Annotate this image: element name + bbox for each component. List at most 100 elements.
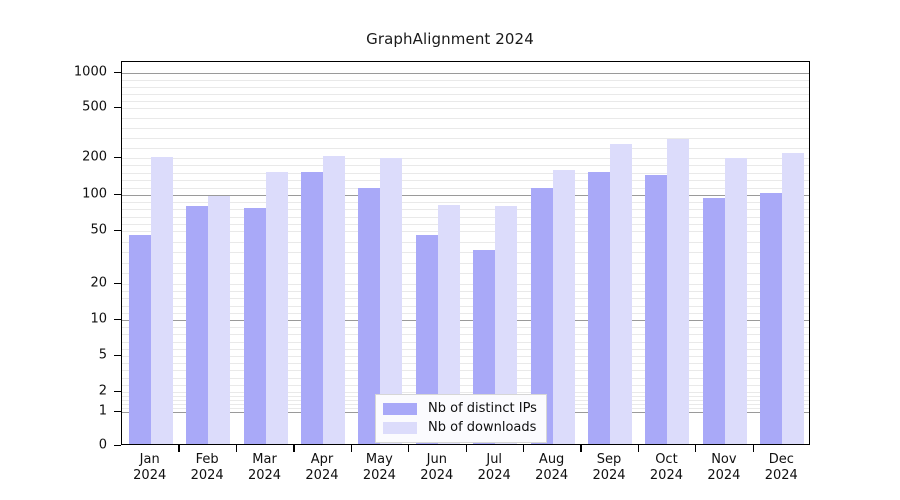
gridline-minor	[122, 334, 809, 336]
y-axis-tick-label: 200	[82, 149, 107, 165]
y-axis-tick-label: 10	[90, 311, 107, 327]
gridline-minor	[122, 180, 809, 182]
bar-downloads	[437, 204, 460, 444]
x-axis-month: Sep	[596, 452, 622, 467]
x-axis-tick-mark	[752, 445, 754, 452]
gridline-minor	[122, 172, 809, 174]
bar-distinct-ips	[760, 193, 783, 444]
gridline-minor	[122, 138, 809, 139]
y-axis-tick-mark	[114, 445, 121, 447]
x-axis-year: 2024	[305, 468, 339, 483]
y-axis-tick-label: 0	[98, 437, 107, 453]
x-axis-tick-mark	[637, 445, 640, 452]
gridline-minor	[122, 273, 809, 275]
bar-distinct-ips	[702, 198, 725, 444]
legend-label: Nb of downloads	[428, 420, 537, 435]
x-axis-year: 2024	[190, 468, 224, 483]
x-axis-year: 2024	[707, 468, 741, 483]
bar-distinct-ips	[530, 187, 553, 444]
chart-legend[interactable]: Nb of distinct IPs Nb of downloads	[375, 394, 547, 443]
x-axis-month: Feb	[195, 452, 219, 467]
x-axis-tick-label: Dec 2024	[765, 452, 798, 484]
x-axis-tick-label: May 2024	[363, 452, 396, 484]
gridline-minor	[122, 377, 809, 379]
bar-downloads	[150, 156, 173, 444]
gridline-minor	[122, 148, 809, 149]
gridline-minor	[122, 165, 809, 167]
x-axis-year: 2024	[649, 468, 683, 483]
gridline-minor	[122, 87, 809, 88]
gridline-major	[122, 392, 809, 393]
gridline-minor	[122, 94, 809, 95]
gridline-major	[122, 231, 809, 232]
legend-item[interactable]: Nb of downloads	[383, 418, 537, 437]
x-axis-year: 2024	[535, 468, 569, 483]
y-axis-tick-mark	[114, 319, 121, 321]
gridline-minor	[122, 80, 809, 81]
bar-downloads	[724, 157, 747, 444]
legend-swatch-icon	[383, 421, 417, 434]
legend-label: Nb of distinct IPs	[428, 401, 537, 416]
x-axis-tick-label: Aug 2024	[535, 452, 568, 484]
gridline-minor	[122, 341, 809, 343]
gridline-minor	[122, 370, 809, 372]
bar-distinct-ips	[358, 187, 381, 444]
y-axis-tick-label: 100	[82, 186, 107, 202]
plot-area	[121, 61, 810, 445]
x-axis-year: 2024	[477, 468, 511, 483]
bar-downloads	[380, 157, 403, 444]
bar-downloads	[782, 152, 805, 444]
gridline-minor	[122, 262, 809, 264]
bar-distinct-ips	[645, 175, 668, 444]
gridline-major	[122, 108, 809, 109]
y-axis-tick-mark	[114, 72, 121, 74]
bar-distinct-ips	[415, 235, 438, 444]
gridline-minor	[122, 209, 809, 211]
x-axis-month: Jan	[139, 452, 160, 467]
legend-swatch-icon	[383, 402, 417, 415]
x-axis-tick-mark	[522, 445, 525, 452]
gridline-minor	[122, 202, 809, 204]
gridline-minor	[122, 305, 809, 307]
bar-distinct-ips	[243, 207, 266, 444]
gridline-major	[122, 195, 809, 196]
bar-downloads	[265, 172, 288, 444]
gridline-major	[122, 284, 809, 285]
bar-downloads	[552, 169, 575, 444]
gridline-minor	[122, 241, 809, 243]
x-axis-tick-label: Feb 2024	[191, 452, 224, 484]
x-axis-month: Oct	[655, 452, 678, 467]
x-axis-month: Aug	[538, 452, 565, 467]
x-axis-month: Dec	[768, 452, 794, 467]
x-axis-tick-mark	[465, 445, 467, 452]
x-axis-year: 2024	[247, 468, 282, 483]
x-axis-tick-mark	[695, 445, 697, 452]
y-axis-tick-label: 20	[90, 275, 107, 291]
bar-downloads	[610, 143, 633, 444]
x-axis-tick-label: Oct 2024	[650, 452, 683, 484]
gridline-minor	[122, 223, 809, 225]
gridline-minor	[122, 187, 809, 189]
legend-item[interactable]: Nb of distinct IPs	[383, 399, 537, 418]
bar-distinct-ips	[588, 172, 611, 444]
bar-downloads	[667, 138, 690, 444]
x-axis-tick-label: Jun 2024	[420, 452, 453, 484]
y-axis-tick-mark	[114, 283, 121, 285]
gridline-minor	[122, 348, 809, 350]
x-axis-month: Mar	[252, 452, 277, 467]
x-axis-month: May	[365, 452, 393, 467]
y-axis-tick-label: 1	[98, 403, 107, 419]
bar-downloads	[322, 156, 345, 444]
gridline-minor	[122, 298, 809, 300]
bar-distinct-ips	[128, 235, 151, 444]
x-axis-month: Jul	[486, 452, 503, 467]
x-axis-tick-label: Jul 2024	[478, 452, 511, 484]
x-axis-tick-mark	[293, 445, 295, 452]
gridline-minor	[122, 312, 809, 314]
y-axis-tick-mark	[114, 411, 121, 413]
x-axis-year: 2024	[362, 468, 396, 483]
x-axis-tick-mark	[178, 445, 180, 452]
y-axis-tick-label: 5	[98, 347, 107, 363]
x-axis-year: 2024	[420, 468, 454, 483]
x-axis-tick-label: Jan 2024	[133, 452, 166, 484]
